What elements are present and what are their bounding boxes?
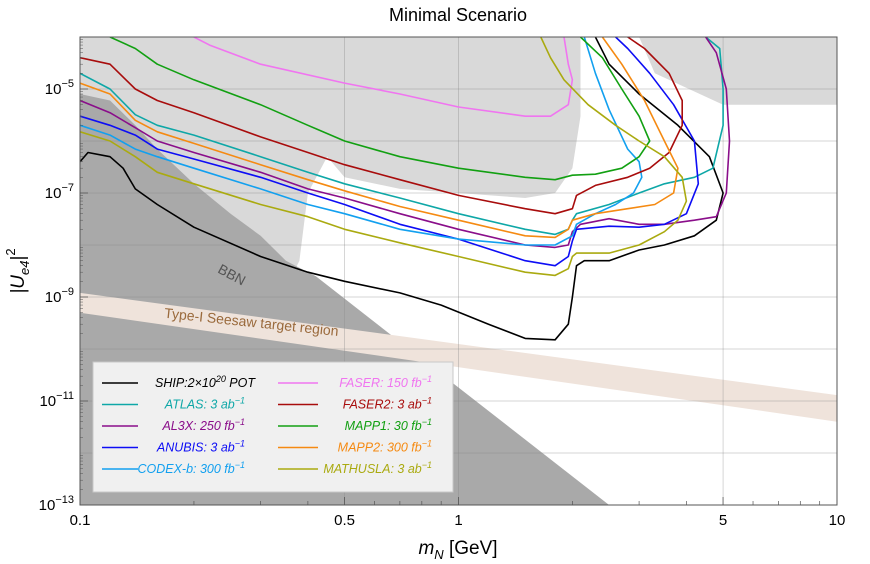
series-line-faser <box>193 37 574 117</box>
y-axis: 10−5 10−7 10−9 10−11 10−13 <box>39 39 88 514</box>
y-tick-label: 10−7 <box>45 182 74 202</box>
x-axis: 0.1 0.5 1 5 10 <box>70 497 846 529</box>
legend-label-anubis: ANUBIS: 3 ab−1 <box>156 439 245 455</box>
series-line-ship <box>80 37 724 341</box>
series-line-mapp1 <box>109 37 651 181</box>
legend-label-mapp1: MAPP1: 30 fb−1 <box>345 417 432 433</box>
series-layer <box>80 37 731 341</box>
series-line-atlas <box>80 37 724 236</box>
legend-box <box>92 361 454 493</box>
y-tick-label: 10−9 <box>45 286 74 306</box>
y-axis-title: |Ue4|2 <box>3 248 32 293</box>
x-tick-label: 5 <box>719 512 727 529</box>
series-line-mathusla <box>80 37 688 277</box>
x-axis-title: mN [GeV] <box>418 538 497 562</box>
legend-label-codex-b: CODEX-b: 300 fb−1 <box>137 460 245 476</box>
legend-label-faser: FASER: 150 fb−1 <box>339 374 432 390</box>
x-tick-label: 0.5 <box>334 512 355 529</box>
legend-label-atlas: ATLAS: 3 ab−1 <box>164 396 245 412</box>
series-line-al3x <box>80 37 731 249</box>
legend-label-faser2: FASER2: 3 ab−1 <box>343 396 432 412</box>
y-tick-label: 10−13 <box>39 494 74 514</box>
y-tick-label: 10−5 <box>45 78 74 98</box>
legend: SHIP:2×1020 POT ATLAS: 3 ab−1 AL3X: 250 fb… <box>92 361 454 493</box>
legend-label-al3x: AL3X: 250 fb−1 <box>161 417 245 433</box>
series-line-codex-b <box>80 37 643 246</box>
series-line-faser2 <box>80 37 684 215</box>
legend-label-mapp2: MAPP2: 300 fb−1 <box>338 439 432 455</box>
series-line-mapp2 <box>80 37 679 239</box>
chart-title: Minimal Scenario <box>389 5 527 25</box>
x-tick-label: 0.1 <box>70 512 91 529</box>
y-tick-label: 10−11 <box>39 390 74 410</box>
legend-label-ship: SHIP:2×1020 POT <box>155 374 256 390</box>
legend-label-mathusla: MATHUSLA: 3 ab−1 <box>323 460 432 476</box>
x-tick-label: 1 <box>454 512 462 529</box>
series-line-anubis <box>80 37 700 267</box>
x-tick-label: 10 <box>829 512 846 529</box>
